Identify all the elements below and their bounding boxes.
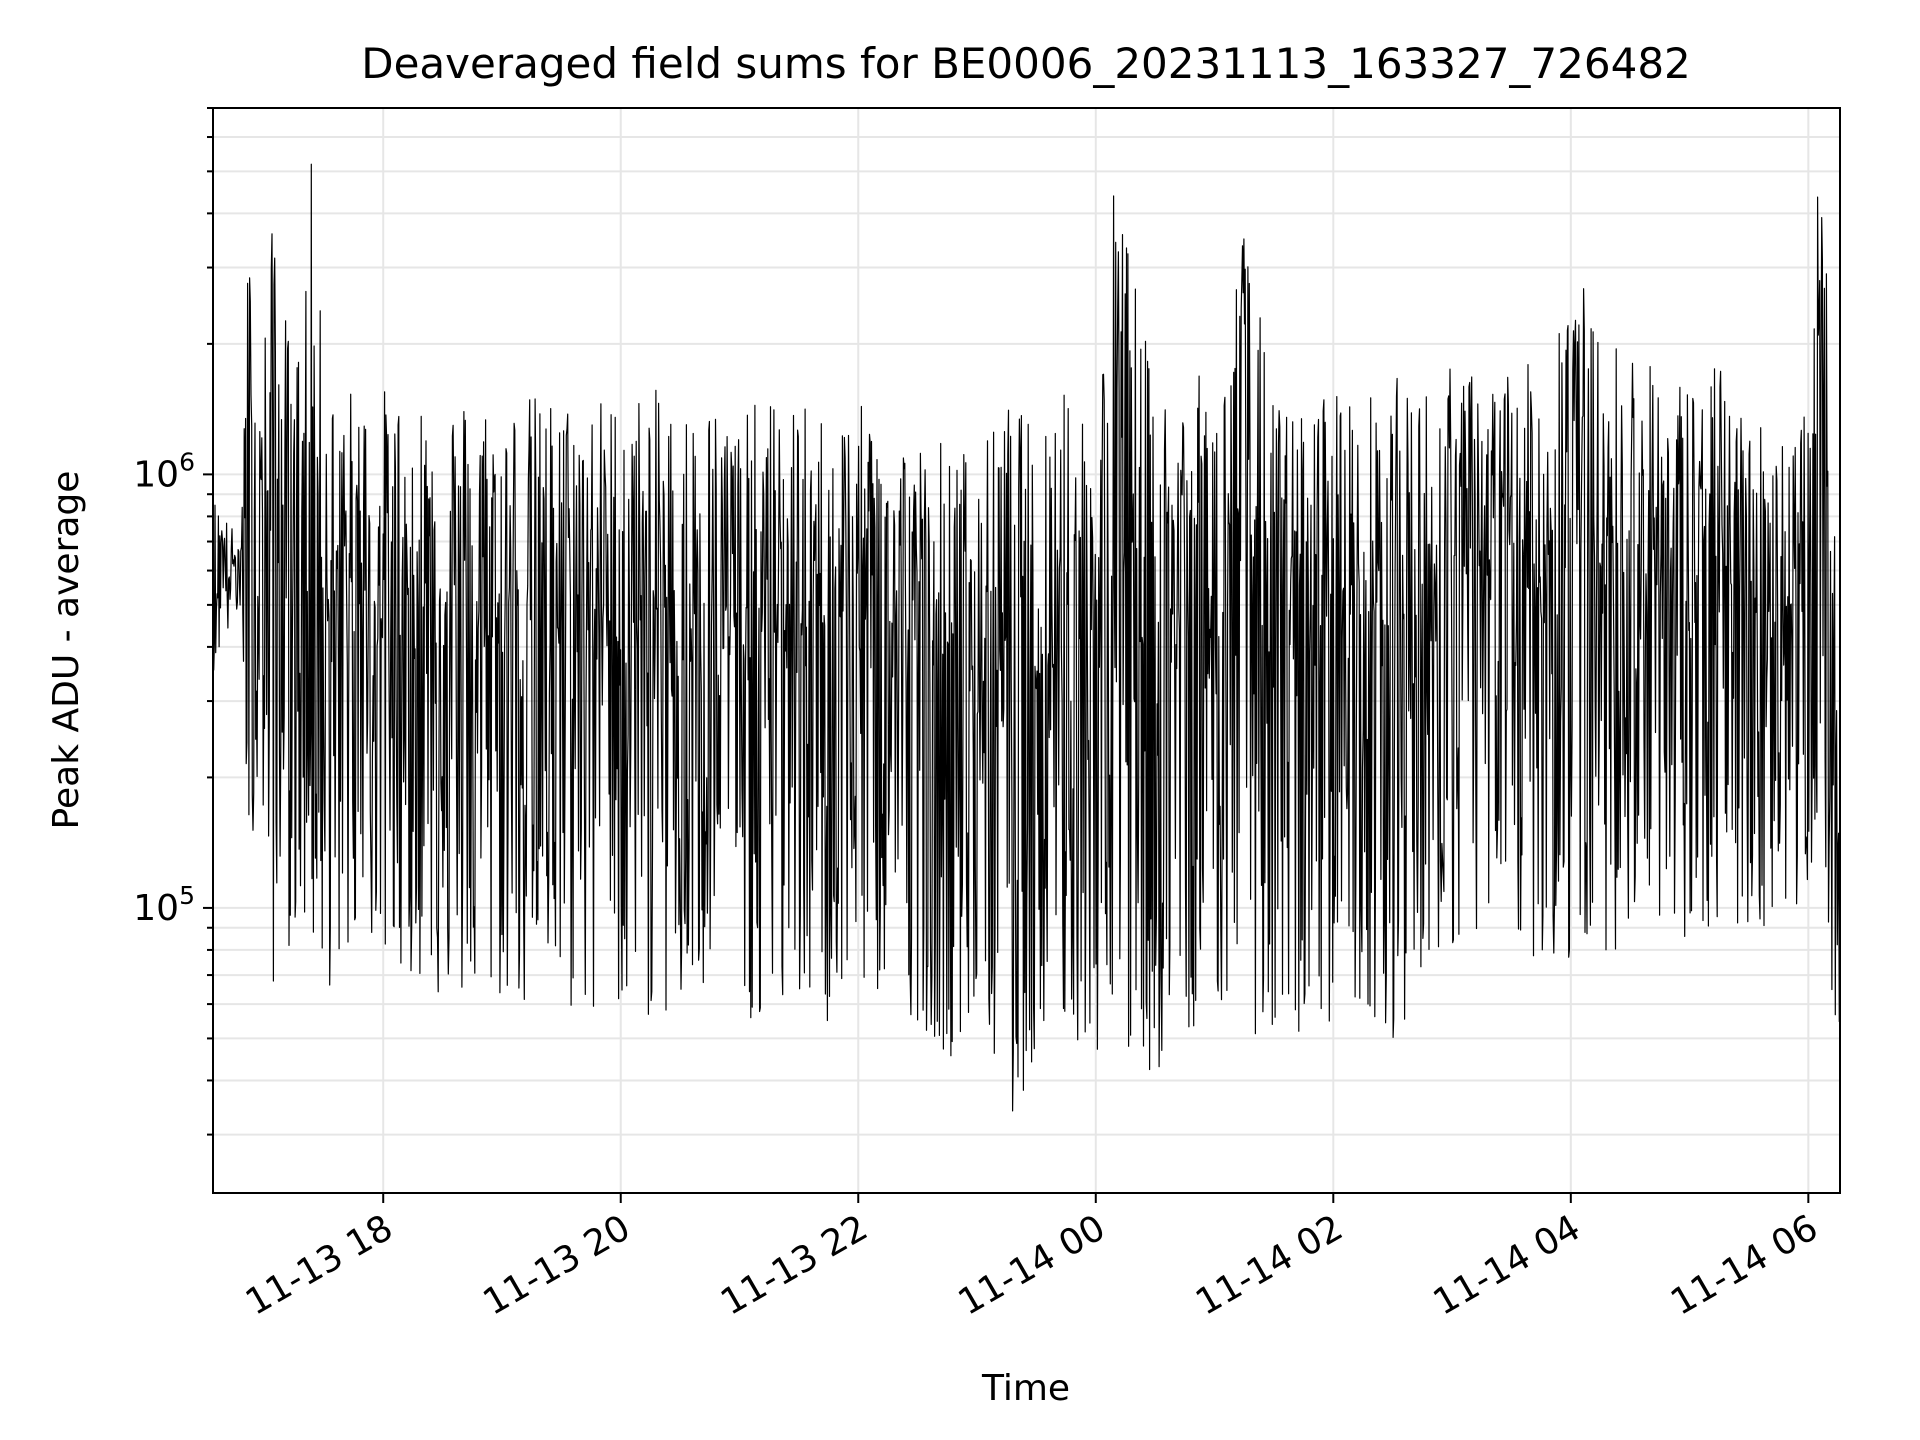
y-axis-label: Peak ADU - average — [46, 471, 87, 830]
y-tick-label: 105 — [133, 881, 195, 929]
y-tick-label: 106 — [133, 447, 195, 495]
data-series — [212, 163, 1841, 1112]
chart-title: Deaveraged field sums for BE0006_2023111… — [361, 39, 1691, 88]
x-axis-label: Time — [981, 1368, 1070, 1409]
series-line-0 — [212, 163, 1841, 1112]
plot-frame — [212, 107, 1841, 1194]
